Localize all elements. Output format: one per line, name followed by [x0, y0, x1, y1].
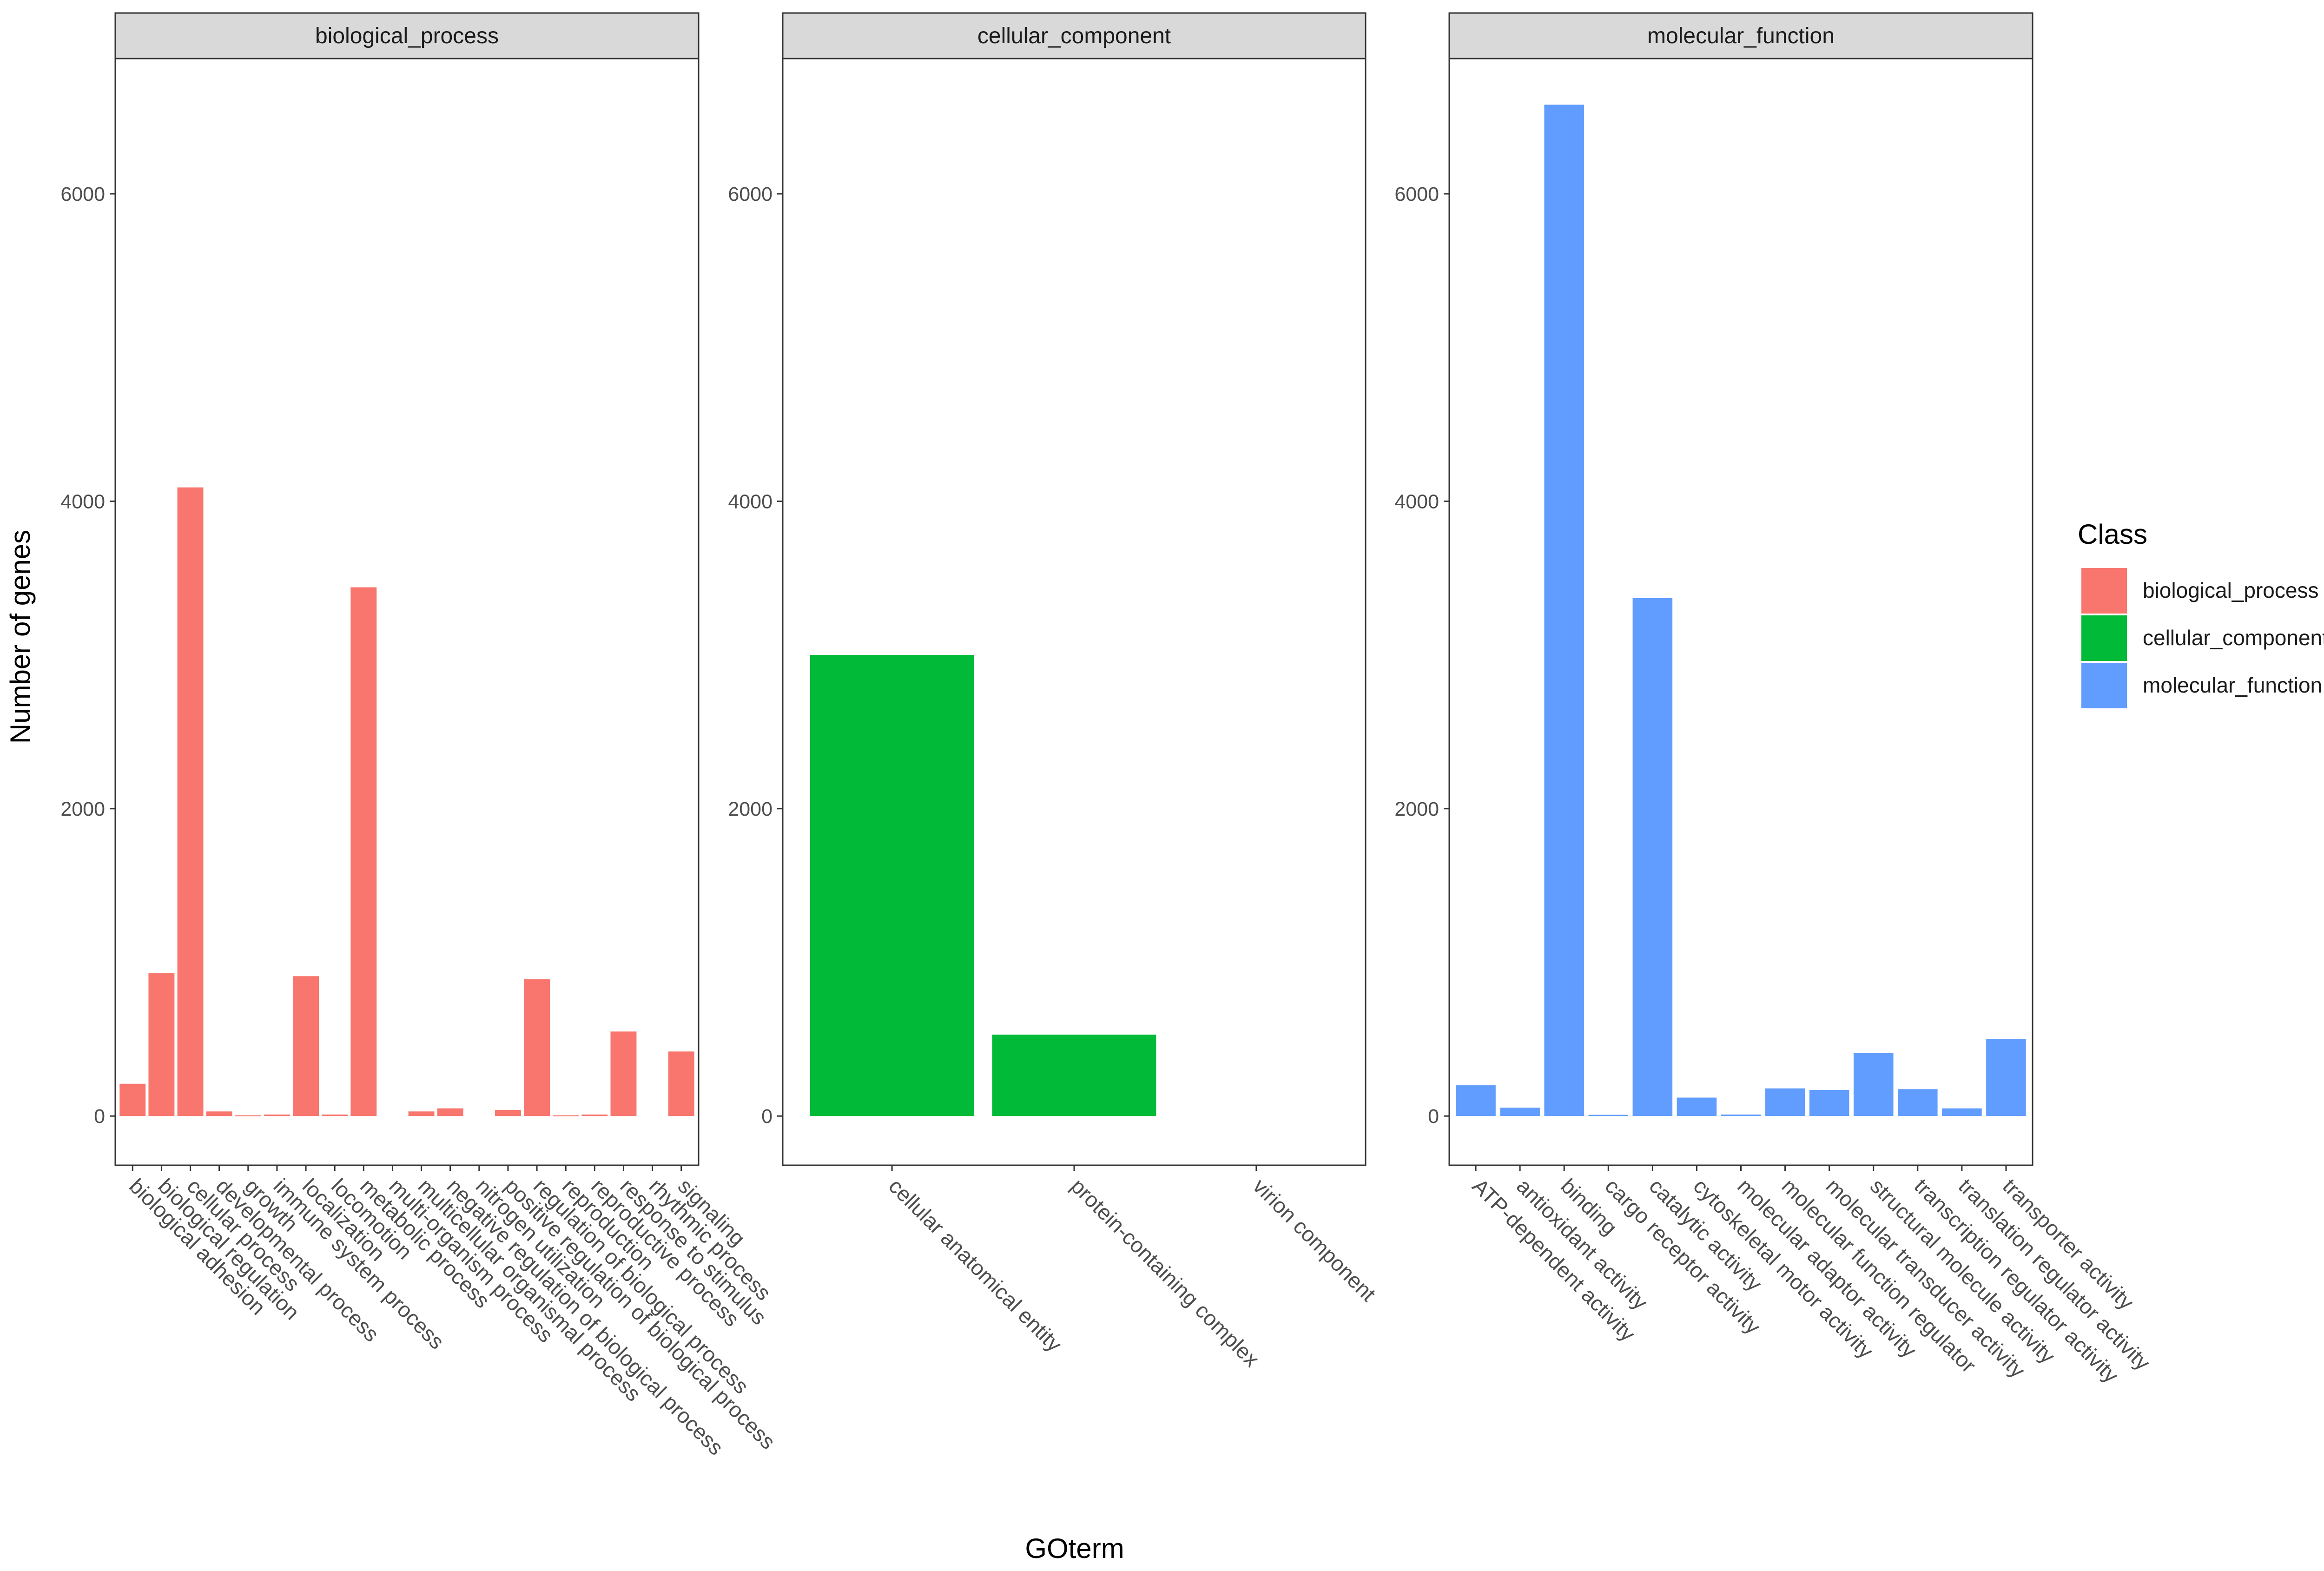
y-tick-label: 2000 — [728, 798, 772, 820]
bar-cellular-anatomical-entity — [810, 655, 974, 1116]
legend-key-molecular-function — [2081, 663, 2127, 708]
bar-signaling — [668, 1051, 694, 1116]
bar-antioxidant-activity — [1500, 1107, 1540, 1116]
panel-border — [782, 58, 1367, 1166]
bar-binding — [1544, 105, 1584, 1116]
y-tick-label: 4000 — [1394, 490, 1439, 513]
y-tick-label: 0 — [94, 1105, 105, 1128]
legend-label-biological-process: biological_process — [2143, 578, 2318, 602]
bar-biological-regulation — [148, 973, 175, 1116]
bar-molecular-adaptor-activity — [1721, 1114, 1761, 1116]
y-tick-label: 4000 — [728, 490, 772, 513]
y-tick-label: 6000 — [1394, 183, 1439, 205]
bar-molecular-function-regulator — [1765, 1088, 1805, 1116]
legend-title: Class — [2078, 519, 2147, 550]
y-tick-label: 6000 — [60, 183, 105, 205]
bar-developmental-process — [206, 1111, 232, 1116]
bar-transporter-activity — [1986, 1039, 2026, 1116]
bar-regulation-of-biological-process — [524, 979, 550, 1116]
bar-metabolic-process — [350, 587, 377, 1116]
y-tick-label: 6000 — [728, 183, 772, 205]
bar-translation-regulator-activity — [1942, 1108, 1982, 1116]
facet-strip-label: molecular_function — [1647, 24, 1835, 48]
bar-negative-regulation-of-biological-process — [437, 1108, 463, 1116]
bar-positive-regulation-of-biological-process — [495, 1109, 521, 1116]
y-tick-label: 0 — [1428, 1105, 1439, 1128]
bar-immune-system-process — [264, 1114, 290, 1116]
bar-transcription-regulator-activity — [1898, 1089, 1938, 1116]
panel-biological-process: biological_process0200040006000biologica… — [60, 12, 780, 1460]
legend-label-molecular-function: molecular_function — [2143, 673, 2322, 697]
plot-area — [115, 59, 699, 1165]
y-axis-title: Number of genes — [5, 530, 36, 744]
facet-strip-label: cellular_component — [977, 24, 1171, 48]
bar-cytoskeletal-motor-activity — [1677, 1097, 1717, 1116]
bar-reproductive-process — [581, 1114, 608, 1116]
legend-label-cellular-component: cellular_component — [2143, 626, 2324, 650]
bar-cellular-process — [177, 487, 204, 1116]
legend: Class biological_process cellular_compone… — [2078, 519, 2324, 708]
y-tick-label: 0 — [761, 1105, 772, 1128]
facet-panels: biological_process0200040006000biologica… — [60, 12, 2155, 1460]
bar-catalytic-activity — [1632, 598, 1673, 1116]
bar-locomotion — [322, 1114, 348, 1116]
facet-strip-label: biological_process — [315, 24, 499, 48]
bar-biological-adhesion — [119, 1083, 146, 1116]
y-tick-label: 2000 — [1394, 798, 1439, 820]
bar-protein-containing-complex — [992, 1034, 1156, 1116]
plot-area — [1449, 59, 2033, 1165]
bar-structural-molecule-activity — [1853, 1053, 1894, 1116]
bar-localization — [293, 976, 319, 1116]
x-axis-title: GOterm — [1025, 1533, 1124, 1564]
bar-multicellular-organismal-process — [408, 1111, 435, 1116]
bar-response-to-stimulus — [610, 1031, 637, 1116]
facet-strip — [782, 12, 1367, 59]
y-tick-label: 4000 — [60, 490, 105, 513]
bar-cargo-receptor-activity — [1588, 1115, 1629, 1116]
panel-border — [114, 58, 700, 1166]
facet-strip — [114, 12, 700, 59]
y-tick-label: 2000 — [60, 798, 105, 820]
legend-entries: biological_process cellular_componentmole… — [2081, 568, 2324, 708]
legend-key-cellular-component — [2081, 615, 2127, 661]
panel-border — [1448, 58, 2034, 1166]
bar-atp-dependent-activity — [1456, 1085, 1496, 1116]
bar-molecular-transducer-activity — [1809, 1089, 1849, 1116]
legend-key-biological-process — [2081, 568, 2127, 614]
